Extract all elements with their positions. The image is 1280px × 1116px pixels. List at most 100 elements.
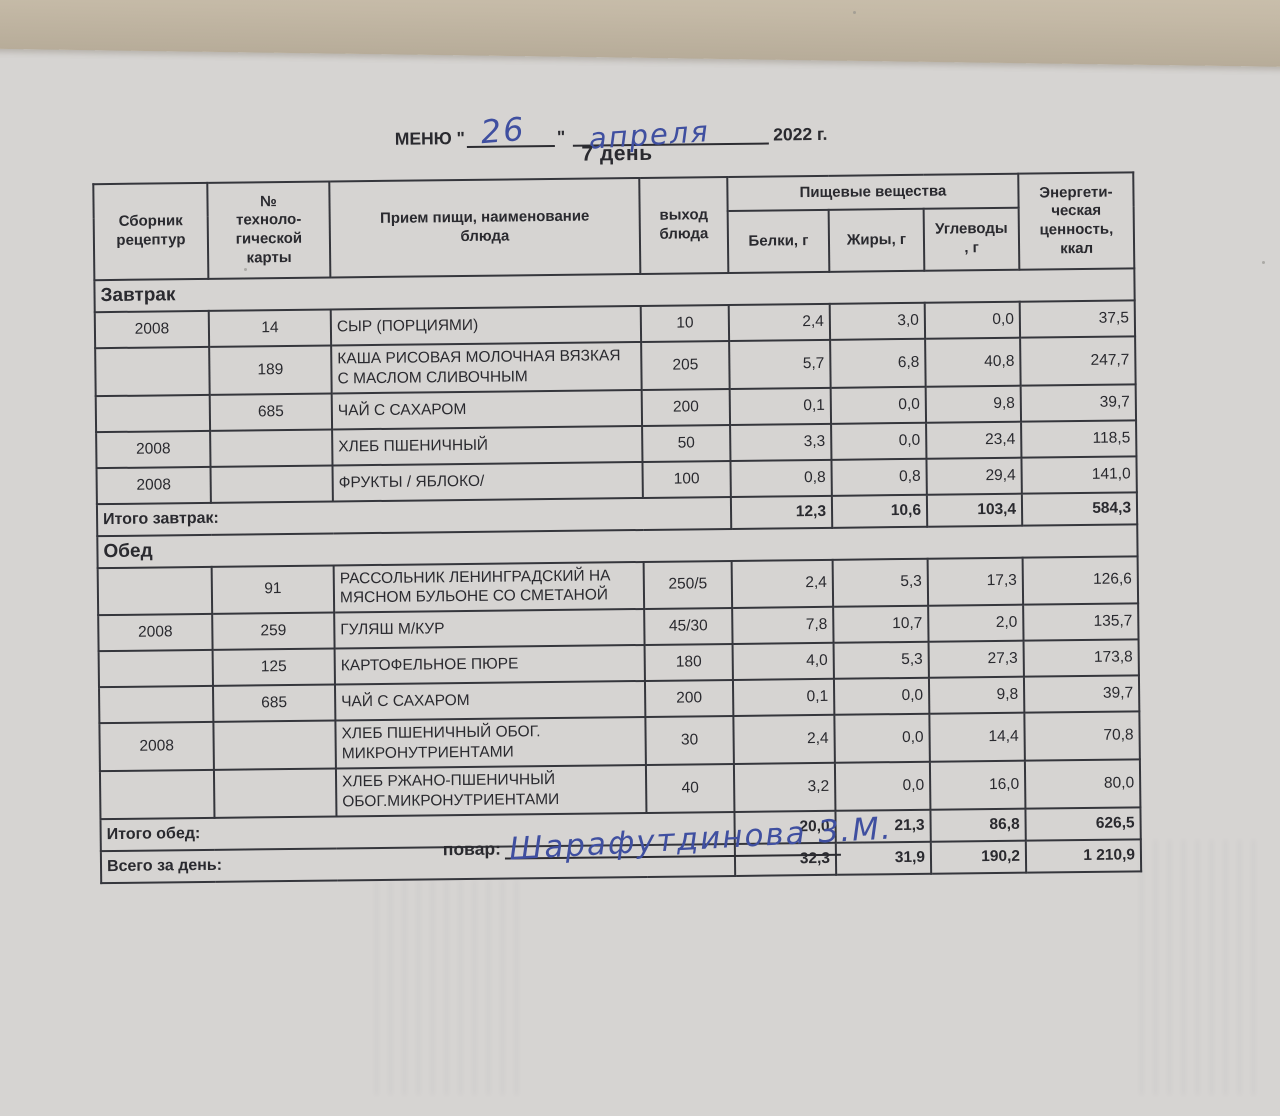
cell-carbs: 16,0 [929, 760, 1026, 810]
cell-carbs: 29,4 [926, 457, 1022, 495]
cell-dish-name: ХЛЕБ ПШЕНИЧНЫЙ [332, 425, 643, 466]
cell-energy: 126,6 [1022, 556, 1139, 605]
cell-energy: 39,7 [1020, 384, 1137, 422]
total-energy: 584,3 [1021, 492, 1138, 526]
cell-fat: 3,0 [829, 302, 926, 340]
cell-carbs: 23,4 [926, 421, 1022, 459]
cell-yield: 200 [641, 388, 731, 426]
cell-protein: 3,3 [730, 423, 832, 461]
cell-recipe-book [98, 686, 214, 724]
day-number-subtitle: 7 день [581, 141, 653, 166]
cell-energy: 39,7 [1023, 675, 1140, 713]
col-header-recipe-book: Сборник рецептур [93, 182, 209, 281]
cell-yield: 100 [642, 460, 731, 498]
cell-dish-name: ХЛЕБ ПШЕНИЧНЫЙ ОБОГ. МИКРОНУТРИЕНТАМИ [335, 717, 646, 769]
cell-card-number [210, 465, 333, 503]
cell-yield: 250/5 [643, 560, 733, 610]
cell-dish-name: РАССОЛЬНИК ЛЕНИНГРАДСКИЙ НА МЯСНОМ БУЛЬО… [333, 561, 645, 613]
cell-carbs: 27,3 [928, 640, 1024, 679]
cell-carbs: 40,8 [925, 337, 1021, 387]
paper-speck [244, 268, 247, 271]
cell-protein: 7,8 [732, 607, 834, 645]
cell-energy: 118,5 [1021, 420, 1137, 458]
total-fat: 10,6 [831, 494, 928, 528]
cell-card-number: 685 [212, 684, 336, 723]
cell-yield: 30 [645, 716, 734, 765]
cell-fat: 0,0 [834, 761, 931, 811]
col-header-carbs: Углеводы , г [923, 207, 1020, 271]
cell-yield: 45/30 [644, 608, 733, 646]
cell-fat: 0,0 [831, 422, 927, 460]
year-label: 2022 г. [773, 123, 828, 145]
cell-recipe-book: 2008 [99, 722, 214, 772]
cell-fat: 5,3 [833, 642, 929, 680]
cell-card-number: 259 [212, 612, 335, 651]
cell-yield: 205 [641, 340, 730, 390]
paper-speck [1262, 261, 1265, 264]
cell-protein: 5,7 [729, 339, 831, 389]
cell-yield: 40 [645, 763, 735, 813]
cell-dish-name: ГУЛЯШ М/КУР [334, 609, 645, 649]
cell-protein: 2,4 [728, 303, 831, 341]
col-header-protein: Белки, г [727, 209, 830, 273]
cell-dish-name: КАРТОФЕЛЬНОЕ ПЮРЕ [334, 645, 645, 685]
paper-speck [853, 11, 856, 14]
cell-energy: 70,8 [1024, 711, 1140, 761]
cell-recipe-book [99, 769, 215, 819]
cell-card-number: 125 [212, 648, 335, 687]
cell-dish-name: СЫР (ПОРЦИЯМИ) [330, 305, 642, 346]
cell-protein: 2,4 [731, 559, 834, 609]
cell-card-number [213, 720, 336, 770]
cell-recipe-book [98, 650, 213, 688]
cell-carbs: 9,8 [925, 385, 1022, 423]
total-protein: 12,3 [730, 495, 833, 529]
cell-fat: 10,7 [833, 606, 929, 644]
col-header-yield: выход блюда [639, 176, 729, 274]
cell-card-number: 685 [209, 393, 333, 431]
cell-recipe-book: 2008 [98, 614, 213, 652]
cell-recipe-book: 2008 [96, 430, 211, 468]
cell-recipe-book [95, 346, 210, 396]
cell-protein: 4,0 [732, 643, 834, 681]
cell-card-number: 91 [211, 565, 335, 615]
cell-protein: 0,1 [729, 387, 832, 425]
cook-signature-line: повар: Шарафутдинова З.М. [443, 810, 894, 867]
cell-energy: 37,5 [1019, 300, 1136, 338]
cell-carbs: 0,0 [924, 301, 1021, 339]
cell-recipe-book: 2008 [94, 310, 210, 349]
cell-yield: 50 [642, 424, 731, 462]
cell-yield: 10 [640, 304, 730, 342]
cell-protein: 2,4 [733, 715, 835, 764]
cell-recipe-book [97, 566, 213, 616]
menu-table-body: Завтрак 2008 14 СЫР (ПОРЦИЯМИ) 10 2,4 3,0 0,0 37… [94, 268, 1142, 883]
cell-card-number [210, 429, 333, 467]
cell-dish-name: ЧАЙ С САХАРОМ [334, 681, 646, 721]
cell-card-number [213, 768, 337, 818]
cell-dish-name: ХЛЕБ РЖАНО-ПШЕНИЧНЫЙ ОБОГ.МИКРОНУТРИЕНТА… [335, 764, 647, 817]
cell-card-number: 14 [208, 309, 332, 347]
cell-energy: 141,0 [1021, 456, 1137, 494]
cell-energy: 135,7 [1023, 603, 1139, 641]
cell-yield: 200 [644, 680, 734, 718]
col-header-card-number: № техноло- гической карты [207, 181, 331, 279]
cell-carbs: 17,3 [927, 557, 1024, 607]
cell-protein: 0,8 [730, 459, 832, 497]
cell-protein: 3,2 [733, 762, 836, 812]
cell-yield: 180 [644, 644, 733, 682]
menu-table-header: Сборник рецептур № техноло- гической кар… [93, 172, 1135, 281]
cell-card-number: 189 [209, 345, 332, 395]
cell-fat: 0,0 [833, 678, 930, 716]
col-header-energy: Энергети- ческая ценность, ккал [1018, 172, 1135, 270]
cell-fat: 5,3 [832, 558, 929, 608]
total-carbs: 103,4 [926, 493, 1023, 527]
cell-protein: 0,1 [732, 679, 835, 717]
cell-fat: 0,0 [830, 386, 927, 424]
cell-dish-name: ФРУКТЫ / ЯБЛОКО/ [332, 461, 643, 502]
cell-fat: 6,8 [830, 338, 926, 388]
cell-dish-name: ЧАЙ С САХАРОМ [331, 389, 643, 430]
cell-dish-name: КАША РИСОВАЯ МОЛОЧНАЯ ВЯЗКАЯ С МАСЛОМ СЛ… [331, 341, 642, 394]
cell-fat: 0,0 [834, 714, 930, 763]
col-header-fat: Жиры, г [828, 208, 925, 272]
cell-fat: 0,8 [831, 458, 927, 496]
